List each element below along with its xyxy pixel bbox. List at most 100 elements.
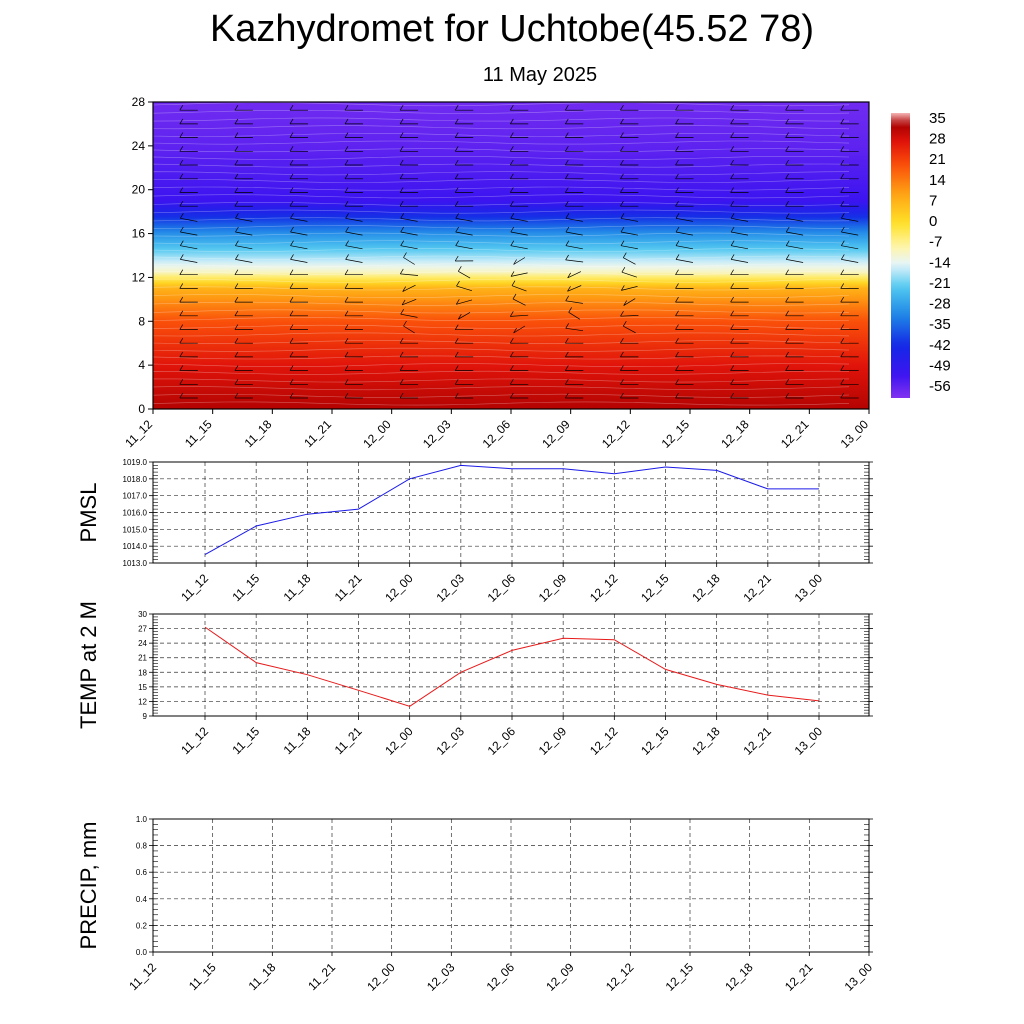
wind-barb-flag bbox=[785, 310, 789, 316]
wind-barb bbox=[565, 327, 584, 332]
wind-barb bbox=[400, 231, 418, 236]
contour-line bbox=[152, 194, 850, 199]
wind-barb-flag bbox=[179, 324, 184, 330]
wind-barb-flag bbox=[179, 173, 184, 179]
colorbar-label: -49 bbox=[929, 357, 951, 374]
wind-barb-flag bbox=[290, 226, 294, 233]
contour-line bbox=[152, 393, 850, 398]
wind-barb-flag bbox=[620, 338, 624, 344]
wind-barb-flag bbox=[730, 105, 734, 111]
wind-barb-flag bbox=[179, 379, 184, 385]
wind-barb-flag bbox=[730, 296, 734, 303]
wind-barb-flag bbox=[840, 365, 845, 371]
wind-barb-flag bbox=[400, 240, 405, 246]
panel-frame bbox=[152, 461, 870, 564]
y-tick-label: 20 bbox=[132, 183, 146, 197]
wind-barb-flag bbox=[289, 269, 294, 275]
colorbar-label: -35 bbox=[929, 316, 951, 333]
wind-barb-flag bbox=[620, 132, 624, 138]
wind-barb-flag bbox=[565, 254, 569, 261]
wind-barb-flag bbox=[344, 310, 349, 316]
x-tick-label: 11_12 bbox=[122, 417, 155, 450]
wind-barb-flag bbox=[509, 338, 514, 344]
wind-barb-flag bbox=[675, 201, 679, 207]
wind-barb bbox=[841, 259, 859, 263]
wind-barb-flag bbox=[234, 365, 239, 371]
colorbar-label: -56 bbox=[929, 378, 951, 395]
wind-barb-flag bbox=[344, 146, 349, 152]
wind-barb bbox=[290, 245, 308, 250]
wind-barb bbox=[455, 217, 473, 222]
contour-line bbox=[152, 271, 849, 275]
wind-barb-flag bbox=[620, 105, 624, 111]
wind-barb-flag bbox=[675, 146, 679, 152]
wind-barb bbox=[786, 231, 804, 236]
wind-barb-flag bbox=[403, 252, 407, 258]
wind-barb-flag bbox=[290, 240, 294, 246]
wind-barb-flag bbox=[401, 299, 406, 306]
wind-barb bbox=[180, 259, 198, 263]
x-tick-label: 12_00 bbox=[360, 417, 394, 451]
wind-barb-flag bbox=[234, 296, 239, 303]
wind-barb-flag bbox=[620, 159, 624, 166]
wind-barb bbox=[621, 286, 638, 291]
wind-barb-flag bbox=[621, 267, 626, 273]
wind-barb-flag bbox=[234, 187, 239, 193]
wind-barb-flag bbox=[289, 379, 294, 385]
colorbar-label: 7 bbox=[929, 192, 937, 209]
y-tick-label: 0.2 bbox=[136, 921, 148, 930]
wind-barb-flag bbox=[785, 240, 790, 246]
y-tick-label: 0.8 bbox=[136, 842, 148, 851]
wind-barb-flag bbox=[179, 146, 184, 152]
wind-barb-flag bbox=[785, 283, 789, 289]
wind-barb-flag bbox=[289, 118, 294, 125]
wind-barb-flag bbox=[289, 105, 294, 111]
contour-line bbox=[152, 202, 850, 206]
wind-barb-flag bbox=[509, 392, 514, 399]
wind-barb-flag bbox=[399, 365, 404, 371]
wind-barb-flag bbox=[345, 213, 349, 219]
contour-line bbox=[152, 178, 850, 183]
wind-barb-flag bbox=[179, 159, 184, 166]
wind-barb-flag bbox=[344, 351, 349, 358]
colorbar bbox=[891, 113, 910, 398]
wind-barb-flag bbox=[620, 285, 625, 291]
wind-barb-flag bbox=[509, 105, 514, 111]
wind-barb bbox=[620, 217, 638, 222]
x-tick-label: 11_21 bbox=[332, 571, 365, 604]
wind-barb-flag bbox=[675, 269, 679, 275]
wind-barb-flag bbox=[620, 392, 624, 399]
wind-barb-flag bbox=[620, 240, 625, 246]
wind-barb bbox=[731, 231, 749, 236]
wind-barb-flag bbox=[840, 146, 845, 152]
wind-barb-flag bbox=[675, 296, 679, 303]
wind-barb-flag bbox=[454, 132, 459, 138]
wind-barb-flag bbox=[179, 226, 184, 233]
wind-barb-flag bbox=[509, 173, 514, 179]
wind-barb bbox=[731, 245, 749, 250]
wind-barb-flag bbox=[840, 118, 845, 125]
y-tick-label: 28 bbox=[132, 95, 146, 109]
wind-barb-flag bbox=[510, 271, 515, 277]
x-tick-label: 12_12 bbox=[599, 417, 633, 451]
x-tick-label: 11_18 bbox=[281, 571, 314, 604]
contour-line bbox=[152, 401, 850, 406]
x-tick-label: 11_15 bbox=[229, 571, 262, 604]
x-tick-label: 11_18 bbox=[281, 724, 314, 757]
temperature-field bbox=[153, 102, 869, 409]
wind-barb bbox=[568, 312, 581, 320]
wind-barb-flag bbox=[454, 351, 459, 358]
y-tick-label: 0.0 bbox=[136, 948, 148, 957]
wind-barb-flag bbox=[675, 105, 679, 111]
x-tick-label: 12_06 bbox=[485, 724, 519, 758]
wind-barb-flag bbox=[675, 351, 679, 358]
wind-barb-flag bbox=[235, 226, 239, 233]
x-tick-label: 11_12 bbox=[126, 960, 159, 993]
wind-barb-flag bbox=[564, 187, 569, 193]
y-tick-label: 24 bbox=[132, 139, 146, 153]
wind-barb-flag bbox=[454, 365, 459, 371]
wind-barb-flag bbox=[785, 226, 790, 233]
wind-barb-flag bbox=[620, 351, 624, 358]
wind-barb-flag bbox=[455, 240, 460, 246]
wind-barb-flag bbox=[785, 201, 789, 207]
